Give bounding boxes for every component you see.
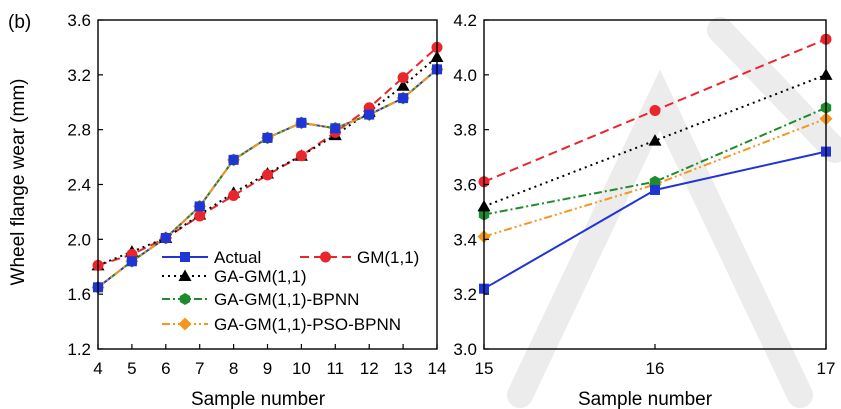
y-tick-label: 4.2 xyxy=(453,11,477,30)
panel-label: (b) xyxy=(8,12,31,33)
data-point-actual-5 xyxy=(126,256,137,267)
data-point-actual-6 xyxy=(160,232,171,243)
watermark xyxy=(507,17,841,408)
legend-marker xyxy=(180,252,190,262)
x-tick-label: 17 xyxy=(817,359,836,378)
x-tick-label: 10 xyxy=(292,359,311,378)
data-point-actual-10 xyxy=(296,117,307,128)
data-point-actual-12 xyxy=(364,109,375,120)
chart-panel-right: 15 16 17 3.0 3.2 3.4 3.6 3.8 4.0 4.2 Sample number xyxy=(453,11,835,409)
data-point-actual-11 xyxy=(330,123,341,134)
legend-label: GM(1,1) xyxy=(357,248,419,267)
series-line-ga-gm-1-1-panel2 xyxy=(483,73,827,208)
y-tick-label: 3.2 xyxy=(453,285,477,304)
series-line-ga-gm-1-1-pso-bpnn-panel1 xyxy=(97,68,438,289)
legend-item-ga-gm-1-1: GA-GM(1,1) xyxy=(162,267,307,286)
x-tick-label: 15 xyxy=(475,359,494,378)
legend-item-ga-gm-1-1-pso-bpnn: GA-GM(1,1)-PSO-BPNN xyxy=(162,315,401,334)
data-point-actual-8 xyxy=(228,154,239,165)
x-tick-label: 12 xyxy=(360,359,379,378)
series-line-ga-gm-1-1-pso-bpnn-panel2 xyxy=(483,117,827,238)
x-axis-label: Sample number xyxy=(578,389,713,409)
legend-item-ga-gm-1-1-bpnn: GA-GM(1,1)-BPNN xyxy=(162,290,359,309)
legend-label: GA-GM(1,1)-PSO-BPNN xyxy=(214,315,401,334)
y-axis-label: Wheel flange wear (mm) xyxy=(8,79,29,286)
data-point-actual-16 xyxy=(650,184,660,195)
x-tick-label: 11 xyxy=(326,359,344,378)
y-tick-label: 3.6 xyxy=(67,11,91,30)
series-line-ga-gm-1-1-panel1 xyxy=(97,56,438,267)
legend-label: GA-GM(1,1)-BPNN xyxy=(214,290,359,309)
x-axis-label: Sample number xyxy=(191,389,326,409)
x-tick-label: 16 xyxy=(646,359,665,378)
x-tick-label: 7 xyxy=(195,359,204,378)
data-point-actual-9 xyxy=(262,132,273,143)
x-tick-label: 9 xyxy=(263,359,272,378)
data-point-gm-1-1-16 xyxy=(649,104,661,116)
data-point-gm-1-1-10 xyxy=(295,150,307,162)
y-tick-label: 1.2 xyxy=(67,340,91,359)
legend-item-actual: Actual xyxy=(162,248,261,267)
y-tick-label: 3.4 xyxy=(453,230,477,249)
y-tick-label: 2.8 xyxy=(67,121,91,140)
x-tick-label: 8 xyxy=(229,359,238,378)
y-tick-label: 2.4 xyxy=(67,176,91,195)
data-point-gm-1-1-9 xyxy=(262,169,273,181)
y-tick-label: 3.6 xyxy=(453,176,477,195)
y-tick-label: 2.0 xyxy=(67,230,91,249)
x-tick-label: 4 xyxy=(93,359,102,378)
y-tick-label: 3.2 xyxy=(67,66,91,85)
chart-panel-left: 4 5 6 7 8 9 10 11 12 13 14 1.2 1.6 2.0 2.4 2.8 3.2 3.6 Sam… xyxy=(67,11,446,409)
data-point-actual-13 xyxy=(398,93,409,104)
legend: Actual GM(1,1) GA-GM(1,1) GA-GM(1,1)-BPNN GA… xyxy=(162,248,419,334)
x-tick-label: 6 xyxy=(161,359,170,378)
data-point-gm-1-1-7 xyxy=(194,210,206,222)
y-tick-label: 1.6 xyxy=(67,285,91,304)
legend-item-gm-1-1: GM(1,1) xyxy=(300,248,419,267)
legend-marker xyxy=(178,317,192,331)
legend-marker xyxy=(178,269,192,281)
data-point-gm-1-1-8 xyxy=(228,189,240,201)
y-tick-label: 3.0 xyxy=(453,340,477,359)
legend-label: GA-GM(1,1) xyxy=(214,267,307,286)
data-point-ga-gm-1-1-bpnn-16 xyxy=(649,175,661,188)
x-tick-label: 13 xyxy=(394,359,413,378)
legend-marker xyxy=(320,251,331,263)
y-tick-label: 3.8 xyxy=(453,121,477,140)
legend-label: Actual xyxy=(214,248,261,267)
data-point-gm-1-1-13 xyxy=(397,72,409,84)
legend-marker xyxy=(179,293,191,305)
x-tick-label: 5 xyxy=(127,359,136,378)
data-point-actual-7 xyxy=(194,201,205,212)
series-markers xyxy=(477,33,833,294)
x-tick-label: 14 xyxy=(428,359,447,378)
data-point-ga-gm-1-1-13 xyxy=(396,79,410,91)
y-tick-label: 4.0 xyxy=(453,66,477,85)
data-point-ga-gm-1-1-16 xyxy=(648,134,662,146)
series-line-gm-1-1-panel1 xyxy=(97,46,438,267)
